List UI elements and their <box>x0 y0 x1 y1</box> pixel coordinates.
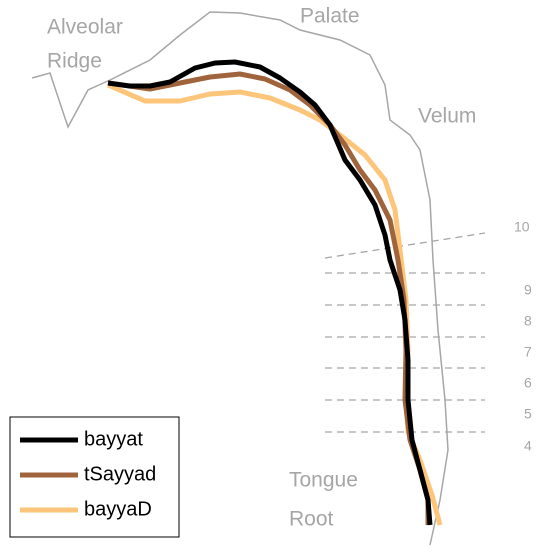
region-label: Ridge <box>47 50 102 73</box>
legend-label: bayyat <box>84 428 143 450</box>
region-label: Root <box>289 508 334 531</box>
region-label: Tongue <box>289 469 358 492</box>
page: {"regions": {"alveolar_ridge": ["Alveola… <box>0 0 542 558</box>
gridline-label: 8 <box>524 313 532 329</box>
region-label: Velum <box>418 105 476 128</box>
gridline <box>325 233 485 258</box>
legend-label: tSayyad <box>84 463 156 485</box>
region-label: Palate <box>300 5 360 28</box>
gridline-label: 5 <box>524 406 532 422</box>
gridline-label: 4 <box>524 438 532 454</box>
gridline-label: 10 <box>514 219 530 235</box>
legend-label: bayyaD <box>84 498 152 520</box>
region-label: Alveolar <box>47 16 123 39</box>
diagram: Alveolar Ridge Palate Velum Tongue Root … <box>0 0 542 558</box>
gridline-label: 6 <box>524 375 532 391</box>
gridline-label: 7 <box>524 344 532 360</box>
gridline-label: 9 <box>524 282 532 298</box>
